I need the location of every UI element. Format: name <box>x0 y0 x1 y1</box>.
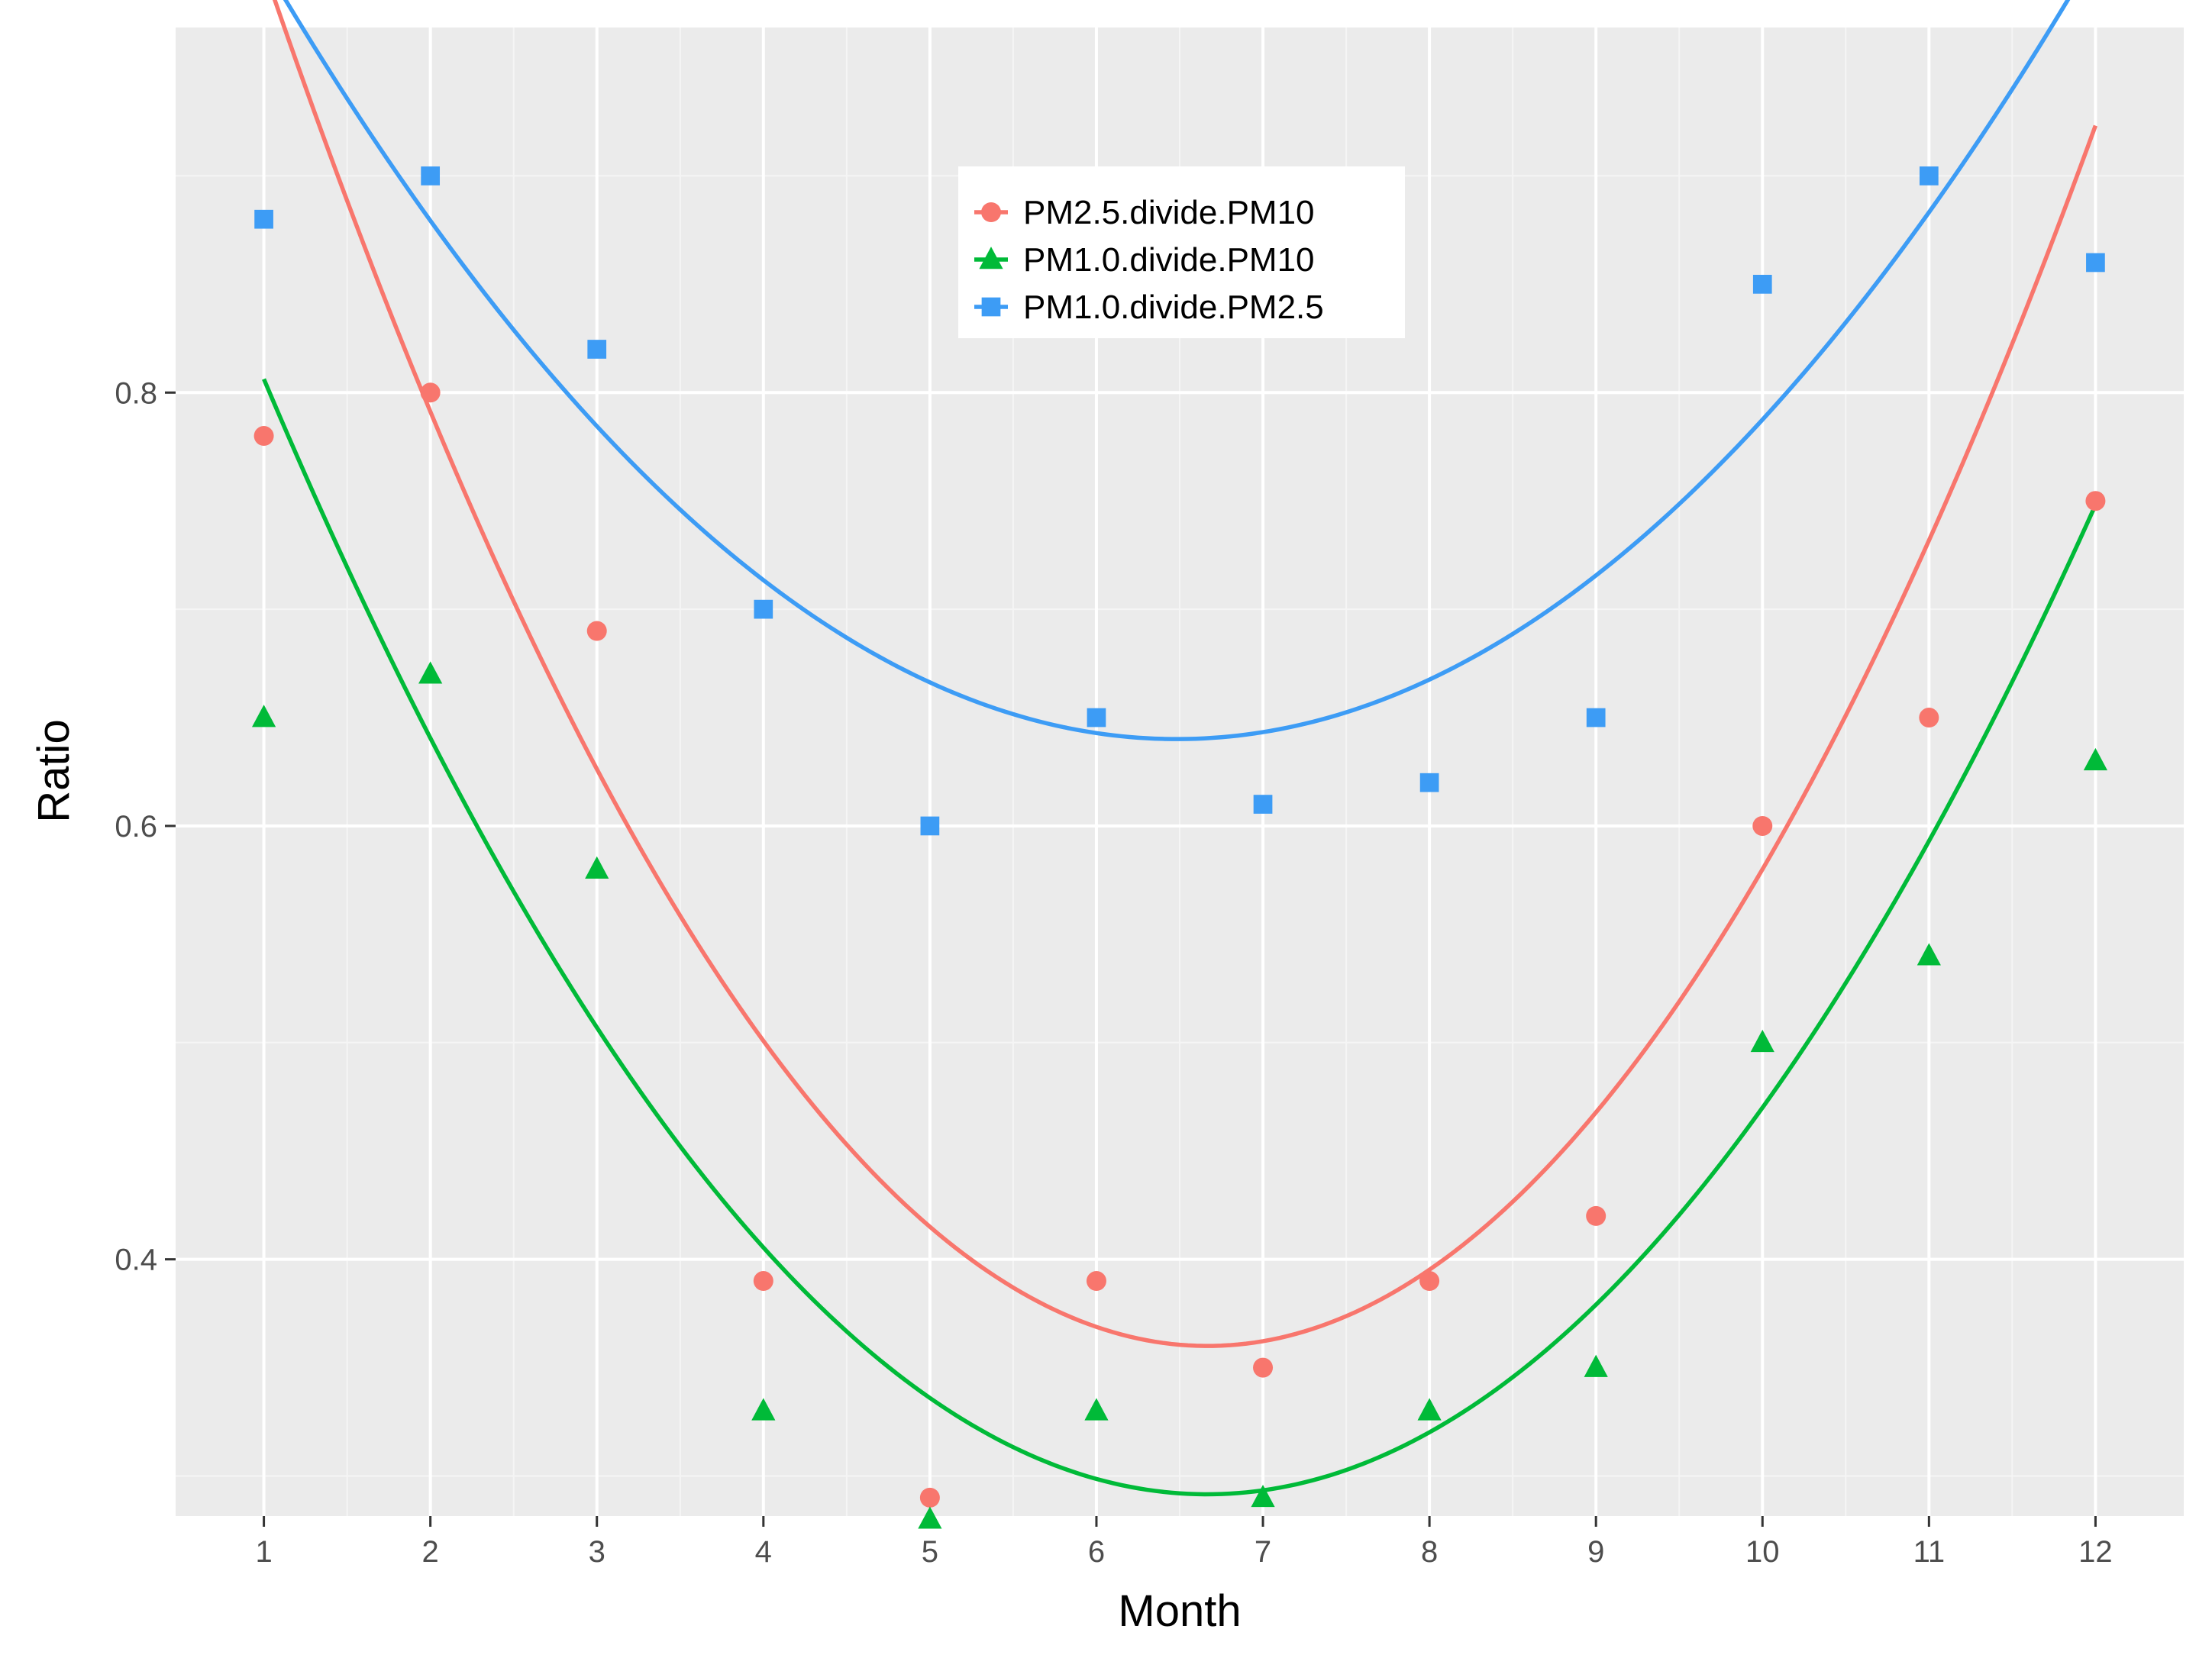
point-pm1-0-divide-pm2-5 <box>1419 773 1439 792</box>
point-pm1-0-divide-pm10 <box>251 705 276 727</box>
x-tick-label: 12 <box>2078 1535 2113 1569</box>
point-pm1-0-divide-pm10 <box>2083 747 2108 771</box>
fit-lines <box>262 0 2098 1497</box>
x-axis-title: Month <box>1118 1586 1241 1636</box>
x-tick-label: 8 <box>1421 1535 1438 1569</box>
legend-key-square-icon <box>981 297 1001 317</box>
y-tick-label: 0.8 <box>115 376 157 410</box>
legend: PM2.5.divide.PM10 PM1.0.divide.PM10 PM1.0.… <box>958 166 1405 338</box>
point-pm2-5-divide-pm10 <box>753 1271 773 1292</box>
legend-label: PM1.0.divide.PM2.5 <box>1023 289 1324 326</box>
legend-key-circle-icon <box>981 202 1001 222</box>
point-pm1-0-divide-pm10 <box>585 856 609 879</box>
y-axis-title: Ratio <box>29 719 79 822</box>
x-tick-label: 1 <box>255 1535 272 1569</box>
point-pm1-0-divide-pm2-5 <box>254 209 273 229</box>
point-pm1-0-divide-pm10 <box>1251 1484 1275 1508</box>
point-pm1-0-divide-pm2-5 <box>2086 253 2105 273</box>
y-tick-label: 0.4 <box>115 1244 157 1277</box>
point-pm2-5-divide-pm10 <box>1752 815 1773 836</box>
point-pm2-5-divide-pm10 <box>253 426 274 447</box>
point-pm1-0-divide-pm2-5 <box>1586 708 1606 727</box>
point-pm1-0-divide-pm2-5 <box>1087 708 1106 727</box>
point-pm1-0-divide-pm10 <box>1417 1398 1442 1421</box>
point-pm2-5-divide-pm10 <box>1419 1271 1440 1292</box>
point-pm1-0-divide-pm10 <box>1084 1398 1109 1421</box>
point-pm1-0-divide-pm2-5 <box>754 599 773 619</box>
y-axis: 0.4 0.6 0.8 <box>115 376 176 1277</box>
point-pm1-0-divide-pm10 <box>1917 943 1941 966</box>
point-pm1-0-divide-pm2-5 <box>1253 795 1273 814</box>
point-pm1-0-divide-pm2-5 <box>1752 275 1772 294</box>
point-pm2-5-divide-pm10 <box>420 382 441 403</box>
y-tick-label: 0.6 <box>115 810 157 844</box>
x-tick-label: 6 <box>1088 1535 1105 1569</box>
point-pm1-0-divide-pm2-5 <box>587 340 607 359</box>
point-pm2-5-divide-pm10 <box>1586 1205 1607 1226</box>
legend-box <box>958 166 1405 338</box>
point-pm1-0-divide-pm10 <box>751 1398 776 1421</box>
x-tick-label: 11 <box>1913 1535 1946 1569</box>
legend-label: PM1.0.divide.PM10 <box>1023 241 1315 279</box>
data-points <box>251 166 2108 1529</box>
x-tick-label: 2 <box>422 1535 439 1569</box>
x-tick-label: 5 <box>922 1535 938 1569</box>
x-tick-label: 3 <box>589 1535 605 1569</box>
point-pm1-0-divide-pm2-5 <box>1919 166 1939 186</box>
point-pm2-5-divide-pm10 <box>586 621 607 641</box>
point-pm2-5-divide-pm10 <box>2085 491 2106 511</box>
x-tick-label: 10 <box>1745 1535 1780 1569</box>
point-pm2-5-divide-pm10 <box>1919 708 1939 728</box>
x-tick-label: 4 <box>755 1535 772 1569</box>
point-pm1-0-divide-pm10 <box>1584 1354 1608 1377</box>
point-pm2-5-divide-pm10 <box>1253 1357 1274 1378</box>
fit-line-pm1-0-divide-pm10 <box>262 378 2097 1497</box>
x-axis: 1 2 3 4 5 6 7 8 9 10 11 12 <box>255 1516 2113 1569</box>
x-tick-label: 9 <box>1587 1535 1604 1569</box>
fit-line-pm2-5-divide-pm10 <box>272 0 2098 1348</box>
point-pm1-0-divide-pm2-5 <box>920 816 940 836</box>
point-pm2-5-divide-pm10 <box>1086 1271 1106 1292</box>
major-gridlines <box>176 27 2184 1516</box>
point-pm1-0-divide-pm2-5 <box>421 166 441 186</box>
fit-line-pm1-0-divide-pm2-5 <box>283 0 2071 741</box>
point-pm1-0-divide-pm10 <box>1750 1029 1774 1053</box>
point-pm1-0-divide-pm10 <box>418 661 443 684</box>
point-pm1-0-divide-pm10 <box>918 1506 942 1529</box>
legend-key-triangle-icon <box>979 247 1003 269</box>
point-pm2-5-divide-pm10 <box>919 1487 940 1508</box>
x-tick-label: 7 <box>1255 1535 1271 1569</box>
legend-label: PM2.5.divide.PM10 <box>1023 194 1315 231</box>
